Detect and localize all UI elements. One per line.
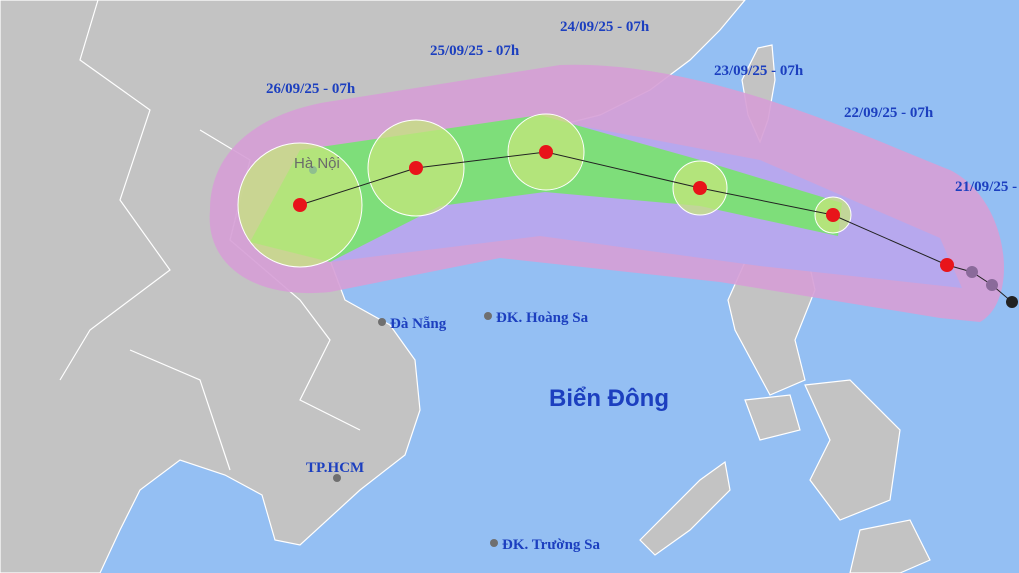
track-label: 23/09/25 - 07h — [714, 63, 804, 79]
island — [804, 379, 901, 521]
place-dot — [309, 166, 317, 174]
storm-past — [966, 266, 978, 278]
place-dot — [484, 312, 492, 320]
palawan — [639, 460, 731, 556]
place-label: ĐK. Trường Sa — [502, 537, 601, 553]
storm-forecast — [293, 145, 954, 272]
track-label: 25/09/25 - 07h — [430, 43, 520, 59]
place-label: Đà Nẵng — [390, 316, 447, 332]
island — [849, 519, 931, 573]
border — [129, 349, 231, 471]
place-dot — [333, 474, 341, 482]
place-dots — [309, 166, 498, 547]
track-label: 22/09/25 - 07h — [844, 105, 934, 121]
storm-icon — [693, 181, 707, 195]
storm-icon — [940, 258, 954, 272]
storm-icon — [539, 145, 553, 159]
track-label: 26/09/25 - 07h — [266, 81, 356, 97]
place-dot — [378, 318, 386, 326]
track-label: 21/09/25 - — [955, 179, 1017, 195]
island — [744, 394, 801, 441]
place-label: Hà Nội — [294, 155, 340, 172]
storm-past — [1006, 296, 1018, 308]
storm-icon — [409, 161, 423, 175]
sea-label: Biển Đông — [549, 385, 669, 412]
storm-icons — [293, 145, 1018, 308]
place-label: ĐK. Hoàng Sa — [496, 310, 589, 326]
storm-icon — [826, 208, 840, 222]
border — [59, 0, 171, 381]
storm-past — [986, 279, 998, 291]
place-label: TP.HCM — [306, 460, 364, 476]
place-dot — [490, 539, 498, 547]
storm-icon — [293, 198, 307, 212]
track-label: 24/09/25 - 07h — [560, 19, 650, 35]
